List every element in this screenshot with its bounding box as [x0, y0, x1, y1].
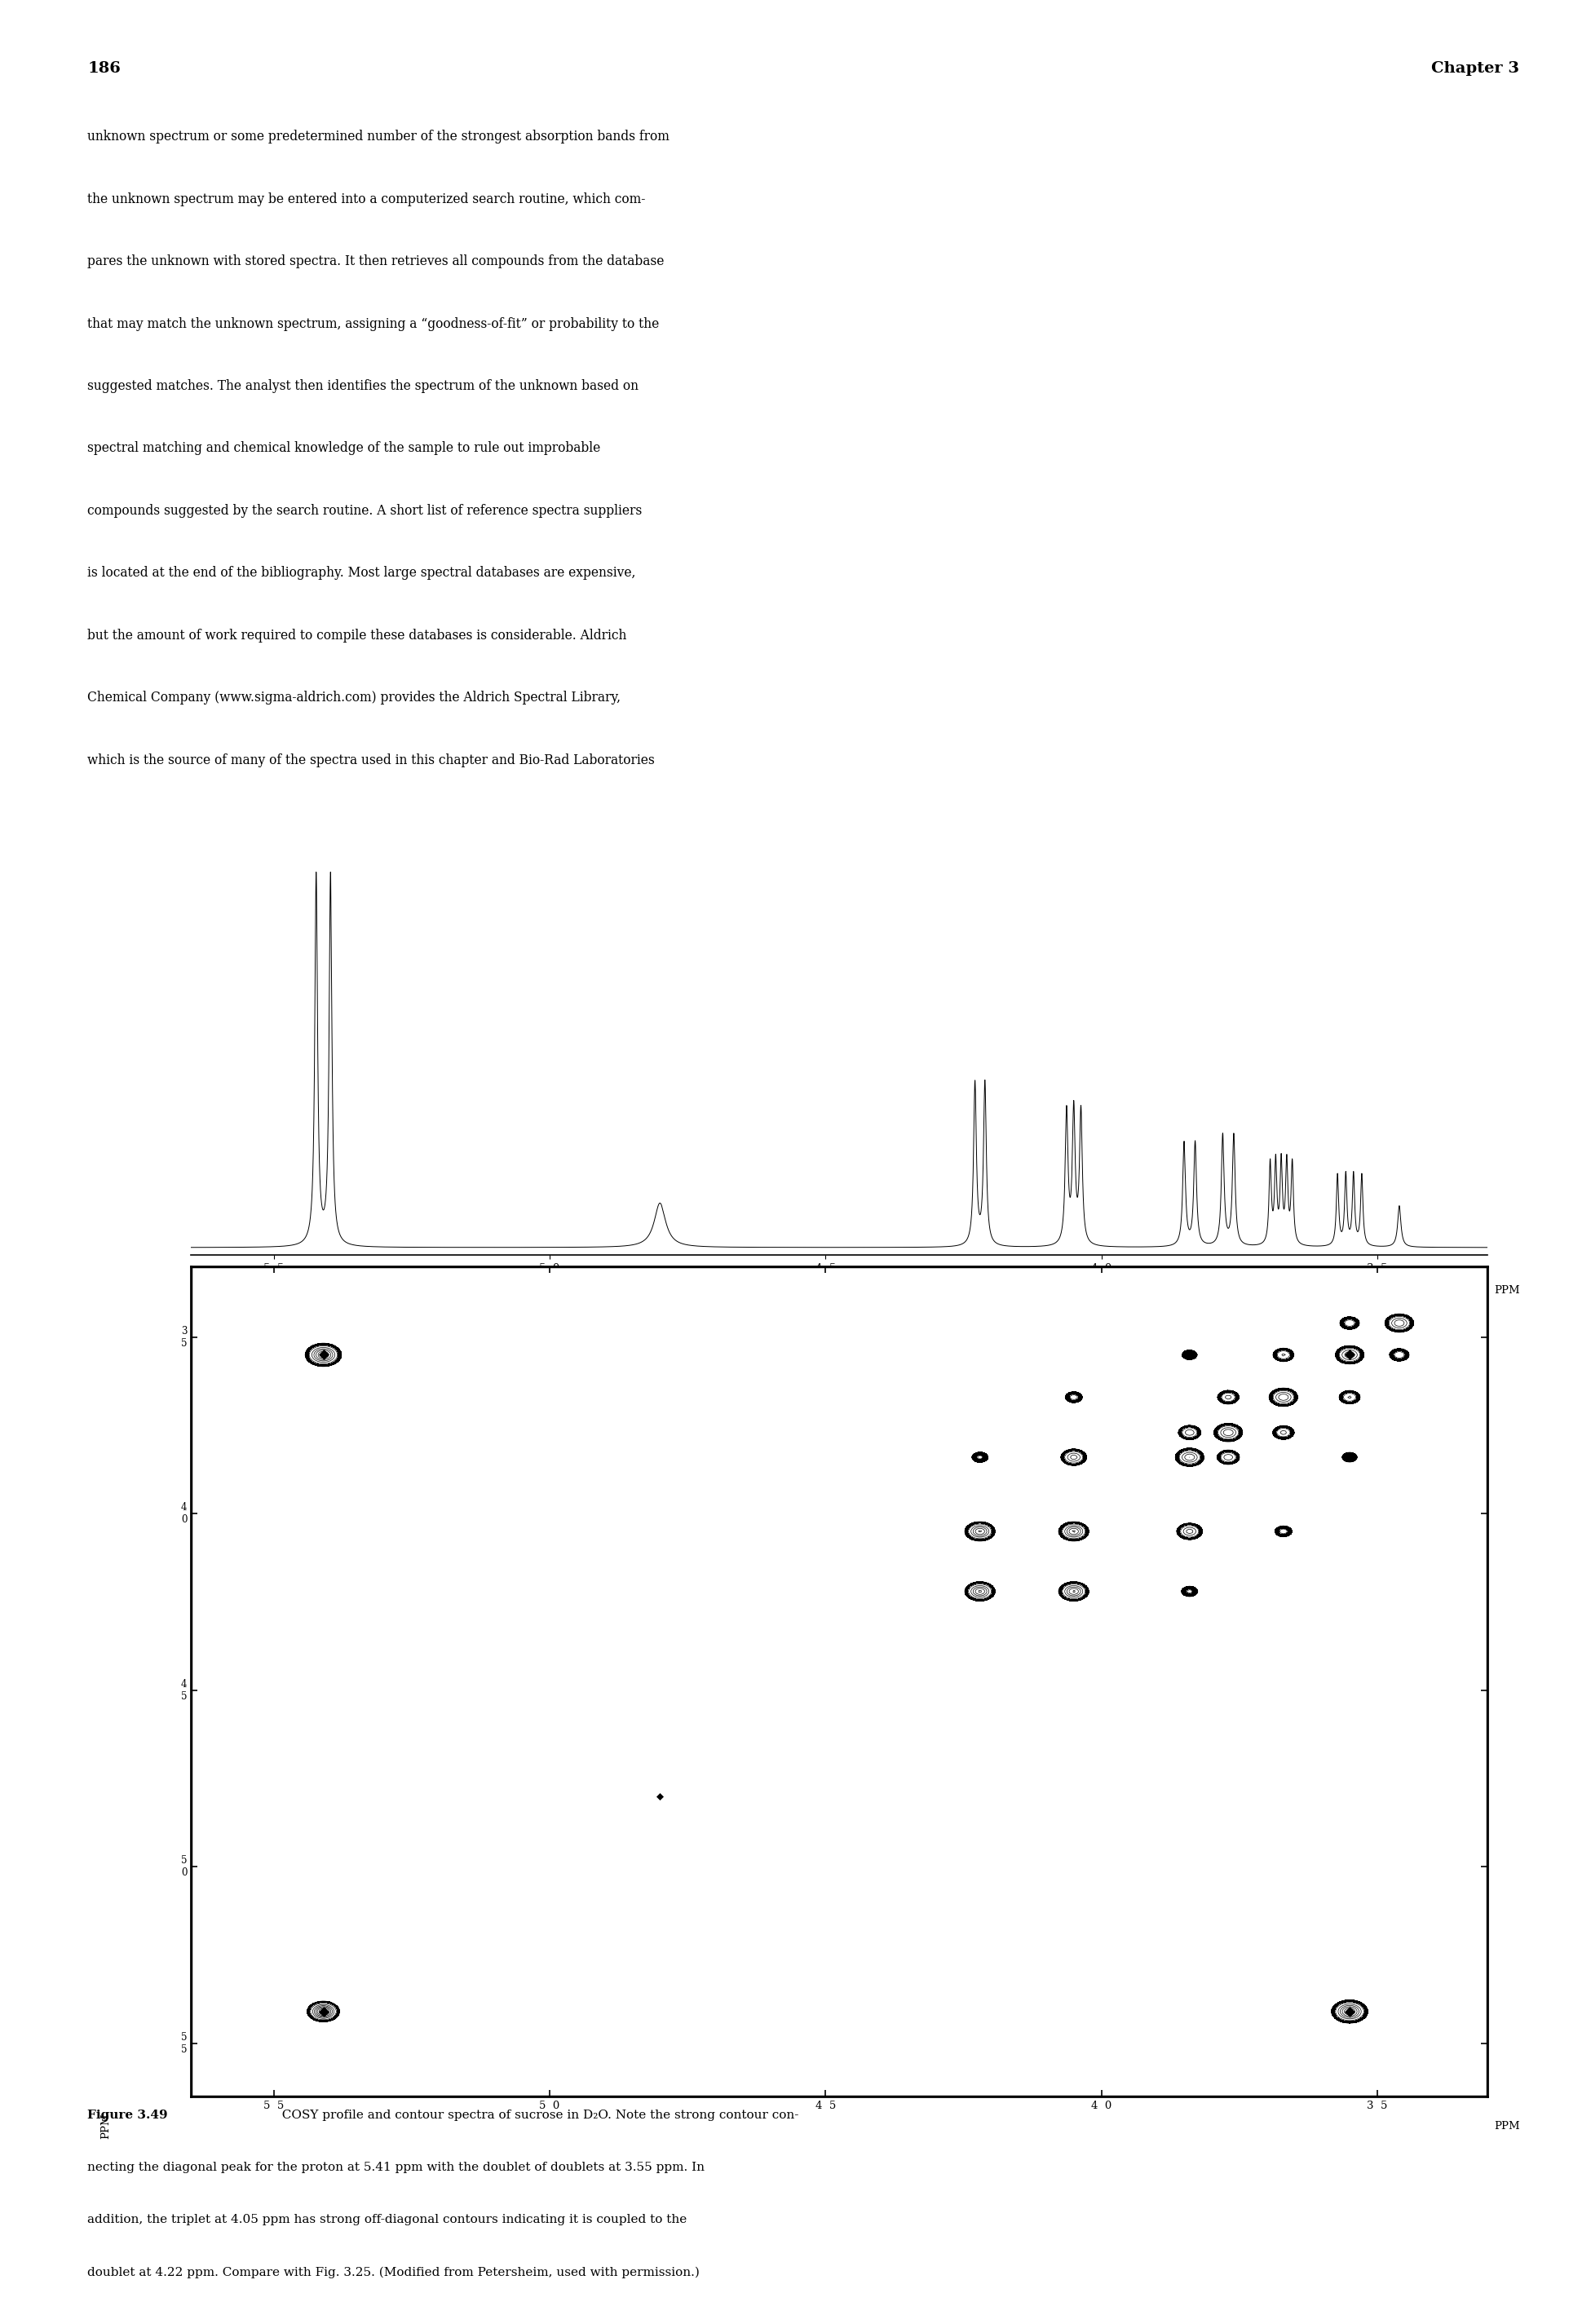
Text: PPM: PPM [100, 2113, 111, 2138]
Text: COSY profile and contour spectra of sucrose in D₂O. Note the strong contour con-: COSY profile and contour spectra of sucr… [274, 2110, 799, 2122]
Text: suggested matches. The analyst then identifies the spectrum of the unknown based: suggested matches. The analyst then iden… [88, 379, 638, 393]
Text: doublet at 4.22 ppm. Compare with Fig. 3.25. (Modified from Petersheim, used wit: doublet at 4.22 ppm. Compare with Fig. 3… [88, 2266, 700, 2278]
Text: PPM: PPM [1494, 1285, 1519, 1297]
Text: unknown spectrum or some predetermined number of the strongest absorption bands : unknown spectrum or some predetermined n… [88, 130, 670, 144]
Text: pares the unknown with stored spectra. It then retrieves all compounds from the : pares the unknown with stored spectra. I… [88, 256, 665, 270]
Text: 186: 186 [88, 60, 121, 77]
Text: but the amount of work required to compile these databases is considerable. Aldr: but the amount of work required to compi… [88, 627, 627, 641]
Text: Figure 3.49: Figure 3.49 [88, 2110, 169, 2122]
Text: Chemical Company (www.sigma-aldrich.com) provides the Aldrich Spectral Library,: Chemical Company (www.sigma-aldrich.com)… [88, 690, 620, 704]
Text: addition, the triplet at 4.05 ppm has strong off-diagonal contours indicating it: addition, the triplet at 4.05 ppm has st… [88, 2215, 687, 2226]
Text: necting the diagonal peak for the proton at 5.41 ppm with the doublet of doublet: necting the diagonal peak for the proton… [88, 2161, 705, 2173]
Text: compounds suggested by the search routine. A short list of reference spectra sup: compounds suggested by the search routin… [88, 504, 643, 518]
Text: Chapter 3: Chapter 3 [1432, 60, 1519, 77]
Text: is located at the end of the bibliography. Most large spectral databases are exp: is located at the end of the bibliograph… [88, 567, 636, 581]
Text: spectral matching and chemical knowledge of the sample to rule out improbable: spectral matching and chemical knowledge… [88, 442, 601, 456]
Text: that may match the unknown spectrum, assigning a “goodness-of-fit” or probabilit: that may match the unknown spectrum, ass… [88, 316, 659, 330]
Text: the unknown spectrum may be entered into a computerized search routine, which co: the unknown spectrum may be entered into… [88, 193, 646, 207]
Text: which is the source of many of the spectra used in this chapter and Bio-Rad Labo: which is the source of many of the spect… [88, 753, 655, 767]
Text: PPM: PPM [1494, 2122, 1519, 2131]
